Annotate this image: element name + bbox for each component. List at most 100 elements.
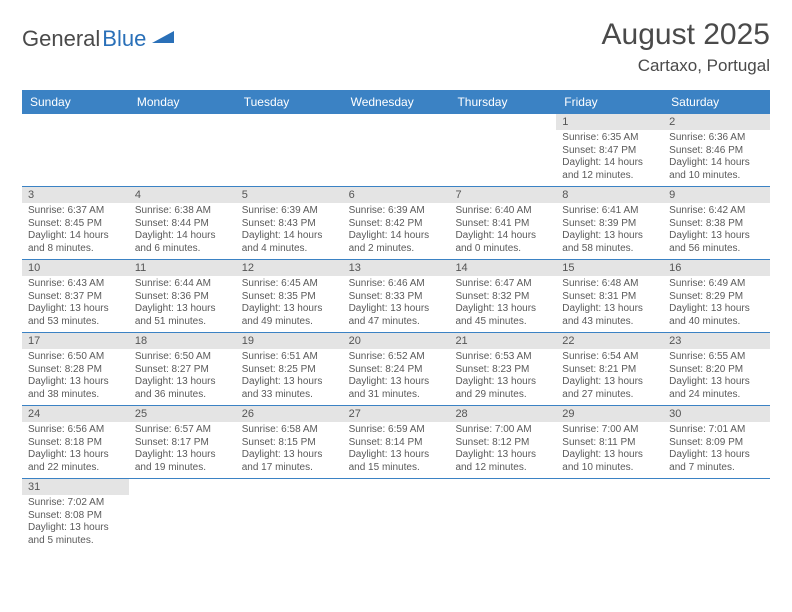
sunrise-text: Sunrise: 6:44 AM — [135, 278, 230, 291]
day-header: Friday — [556, 90, 663, 114]
sunrise-text: Sunrise: 6:35 AM — [562, 132, 657, 145]
sunset-text: Sunset: 8:37 PM — [28, 291, 123, 304]
week-row: 31Sunrise: 7:02 AMSunset: 8:08 PMDayligh… — [22, 479, 770, 551]
empty-cell — [663, 479, 770, 551]
sunset-text: Sunset: 8:41 PM — [455, 218, 550, 231]
daylight-text: Daylight: 14 hours — [135, 230, 230, 243]
daylight-text: and 2 minutes. — [349, 243, 444, 256]
day-details: Sunrise: 6:50 AMSunset: 8:28 PMDaylight:… — [22, 349, 129, 405]
sunset-text: Sunset: 8:38 PM — [669, 218, 764, 231]
day-details: Sunrise: 6:56 AMSunset: 8:18 PMDaylight:… — [22, 422, 129, 478]
day-details: Sunrise: 6:39 AMSunset: 8:42 PMDaylight:… — [343, 203, 450, 259]
day-details: Sunrise: 6:40 AMSunset: 8:41 PMDaylight:… — [449, 203, 556, 259]
day-number: 10 — [22, 260, 129, 276]
daylight-text: and 51 minutes. — [135, 316, 230, 329]
empty-cell — [343, 114, 450, 187]
week-row: 24Sunrise: 6:56 AMSunset: 8:18 PMDayligh… — [22, 406, 770, 479]
day-cell: 24Sunrise: 6:56 AMSunset: 8:18 PMDayligh… — [22, 406, 129, 479]
day-number: 6 — [343, 187, 450, 203]
day-details: Sunrise: 6:43 AMSunset: 8:37 PMDaylight:… — [22, 276, 129, 332]
day-details: Sunrise: 6:47 AMSunset: 8:32 PMDaylight:… — [449, 276, 556, 332]
sunset-text: Sunset: 8:24 PM — [349, 364, 444, 377]
daylight-text: and 58 minutes. — [562, 243, 657, 256]
day-cell: 31Sunrise: 7:02 AMSunset: 8:08 PMDayligh… — [22, 479, 129, 551]
sunrise-text: Sunrise: 7:00 AM — [562, 424, 657, 437]
daylight-text: and 7 minutes. — [669, 462, 764, 475]
daylight-text: Daylight: 13 hours — [135, 376, 230, 389]
daylight-text: Daylight: 13 hours — [28, 376, 123, 389]
daylight-text: Daylight: 13 hours — [669, 230, 764, 243]
empty-cell — [22, 114, 129, 187]
daylight-text: and 40 minutes. — [669, 316, 764, 329]
daylight-text: and 38 minutes. — [28, 389, 123, 402]
daylight-text: Daylight: 13 hours — [669, 376, 764, 389]
sunrise-text: Sunrise: 7:00 AM — [455, 424, 550, 437]
sunrise-text: Sunrise: 6:43 AM — [28, 278, 123, 291]
day-cell: 19Sunrise: 6:51 AMSunset: 8:25 PMDayligh… — [236, 333, 343, 406]
sunrise-text: Sunrise: 6:59 AM — [349, 424, 444, 437]
sunrise-text: Sunrise: 6:58 AM — [242, 424, 337, 437]
daylight-text: and 49 minutes. — [242, 316, 337, 329]
day-cell: 7Sunrise: 6:40 AMSunset: 8:41 PMDaylight… — [449, 187, 556, 260]
daylight-text: Daylight: 13 hours — [349, 449, 444, 462]
daylight-text: and 5 minutes. — [28, 535, 123, 548]
day-details: Sunrise: 6:50 AMSunset: 8:27 PMDaylight:… — [129, 349, 236, 405]
daylight-text: Daylight: 13 hours — [28, 449, 123, 462]
day-cell: 1Sunrise: 6:35 AMSunset: 8:47 PMDaylight… — [556, 114, 663, 187]
day-number: 11 — [129, 260, 236, 276]
sunrise-text: Sunrise: 6:46 AM — [349, 278, 444, 291]
daylight-text: Daylight: 13 hours — [562, 449, 657, 462]
day-details: Sunrise: 6:57 AMSunset: 8:17 PMDaylight:… — [129, 422, 236, 478]
day-number: 5 — [236, 187, 343, 203]
sunset-text: Sunset: 8:15 PM — [242, 437, 337, 450]
week-row: 10Sunrise: 6:43 AMSunset: 8:37 PMDayligh… — [22, 260, 770, 333]
daylight-text: Daylight: 14 hours — [455, 230, 550, 243]
sunrise-text: Sunrise: 6:45 AM — [242, 278, 337, 291]
day-details: Sunrise: 6:59 AMSunset: 8:14 PMDaylight:… — [343, 422, 450, 478]
day-number: 31 — [22, 479, 129, 495]
day-details: Sunrise: 6:55 AMSunset: 8:20 PMDaylight:… — [663, 349, 770, 405]
daylight-text: Daylight: 13 hours — [349, 303, 444, 316]
day-headers: SundayMondayTuesdayWednesdayThursdayFrid… — [22, 90, 770, 114]
daylight-text: Daylight: 13 hours — [242, 376, 337, 389]
day-details: Sunrise: 6:42 AMSunset: 8:38 PMDaylight:… — [663, 203, 770, 259]
daylight-text: and 33 minutes. — [242, 389, 337, 402]
sunset-text: Sunset: 8:27 PM — [135, 364, 230, 377]
day-number: 26 — [236, 406, 343, 422]
daylight-text: and 45 minutes. — [455, 316, 550, 329]
sunrise-text: Sunrise: 6:47 AM — [455, 278, 550, 291]
day-cell: 14Sunrise: 6:47 AMSunset: 8:32 PMDayligh… — [449, 260, 556, 333]
day-details: Sunrise: 6:39 AMSunset: 8:43 PMDaylight:… — [236, 203, 343, 259]
daylight-text: Daylight: 13 hours — [562, 303, 657, 316]
sunset-text: Sunset: 8:17 PM — [135, 437, 230, 450]
day-number: 27 — [343, 406, 450, 422]
day-number: 24 — [22, 406, 129, 422]
sunset-text: Sunset: 8:36 PM — [135, 291, 230, 304]
day-details: Sunrise: 6:37 AMSunset: 8:45 PMDaylight:… — [22, 203, 129, 259]
empty-cell — [129, 114, 236, 187]
logo: General Blue — [22, 26, 174, 52]
day-details: Sunrise: 6:45 AMSunset: 8:35 PMDaylight:… — [236, 276, 343, 332]
daylight-text: Daylight: 13 hours — [669, 449, 764, 462]
day-header: Wednesday — [343, 90, 450, 114]
empty-cell — [556, 479, 663, 551]
daylight-text: and 56 minutes. — [669, 243, 764, 256]
day-cell: 20Sunrise: 6:52 AMSunset: 8:24 PMDayligh… — [343, 333, 450, 406]
day-cell: 12Sunrise: 6:45 AMSunset: 8:35 PMDayligh… — [236, 260, 343, 333]
day-number: 22 — [556, 333, 663, 349]
sunrise-text: Sunrise: 6:57 AM — [135, 424, 230, 437]
day-cell: 29Sunrise: 7:00 AMSunset: 8:11 PMDayligh… — [556, 406, 663, 479]
day-number: 12 — [236, 260, 343, 276]
day-cell: 17Sunrise: 6:50 AMSunset: 8:28 PMDayligh… — [22, 333, 129, 406]
day-number: 23 — [663, 333, 770, 349]
daylight-text: and 53 minutes. — [28, 316, 123, 329]
header: General Blue August 2025 Cartaxo, Portug… — [22, 18, 770, 76]
day-number: 2 — [663, 114, 770, 130]
sunset-text: Sunset: 8:21 PM — [562, 364, 657, 377]
sunset-text: Sunset: 8:33 PM — [349, 291, 444, 304]
daylight-text: Daylight: 13 hours — [28, 522, 123, 535]
daylight-text: and 15 minutes. — [349, 462, 444, 475]
sunrise-text: Sunrise: 6:37 AM — [28, 205, 123, 218]
week-row: 3Sunrise: 6:37 AMSunset: 8:45 PMDaylight… — [22, 187, 770, 260]
daylight-text: Daylight: 13 hours — [455, 449, 550, 462]
